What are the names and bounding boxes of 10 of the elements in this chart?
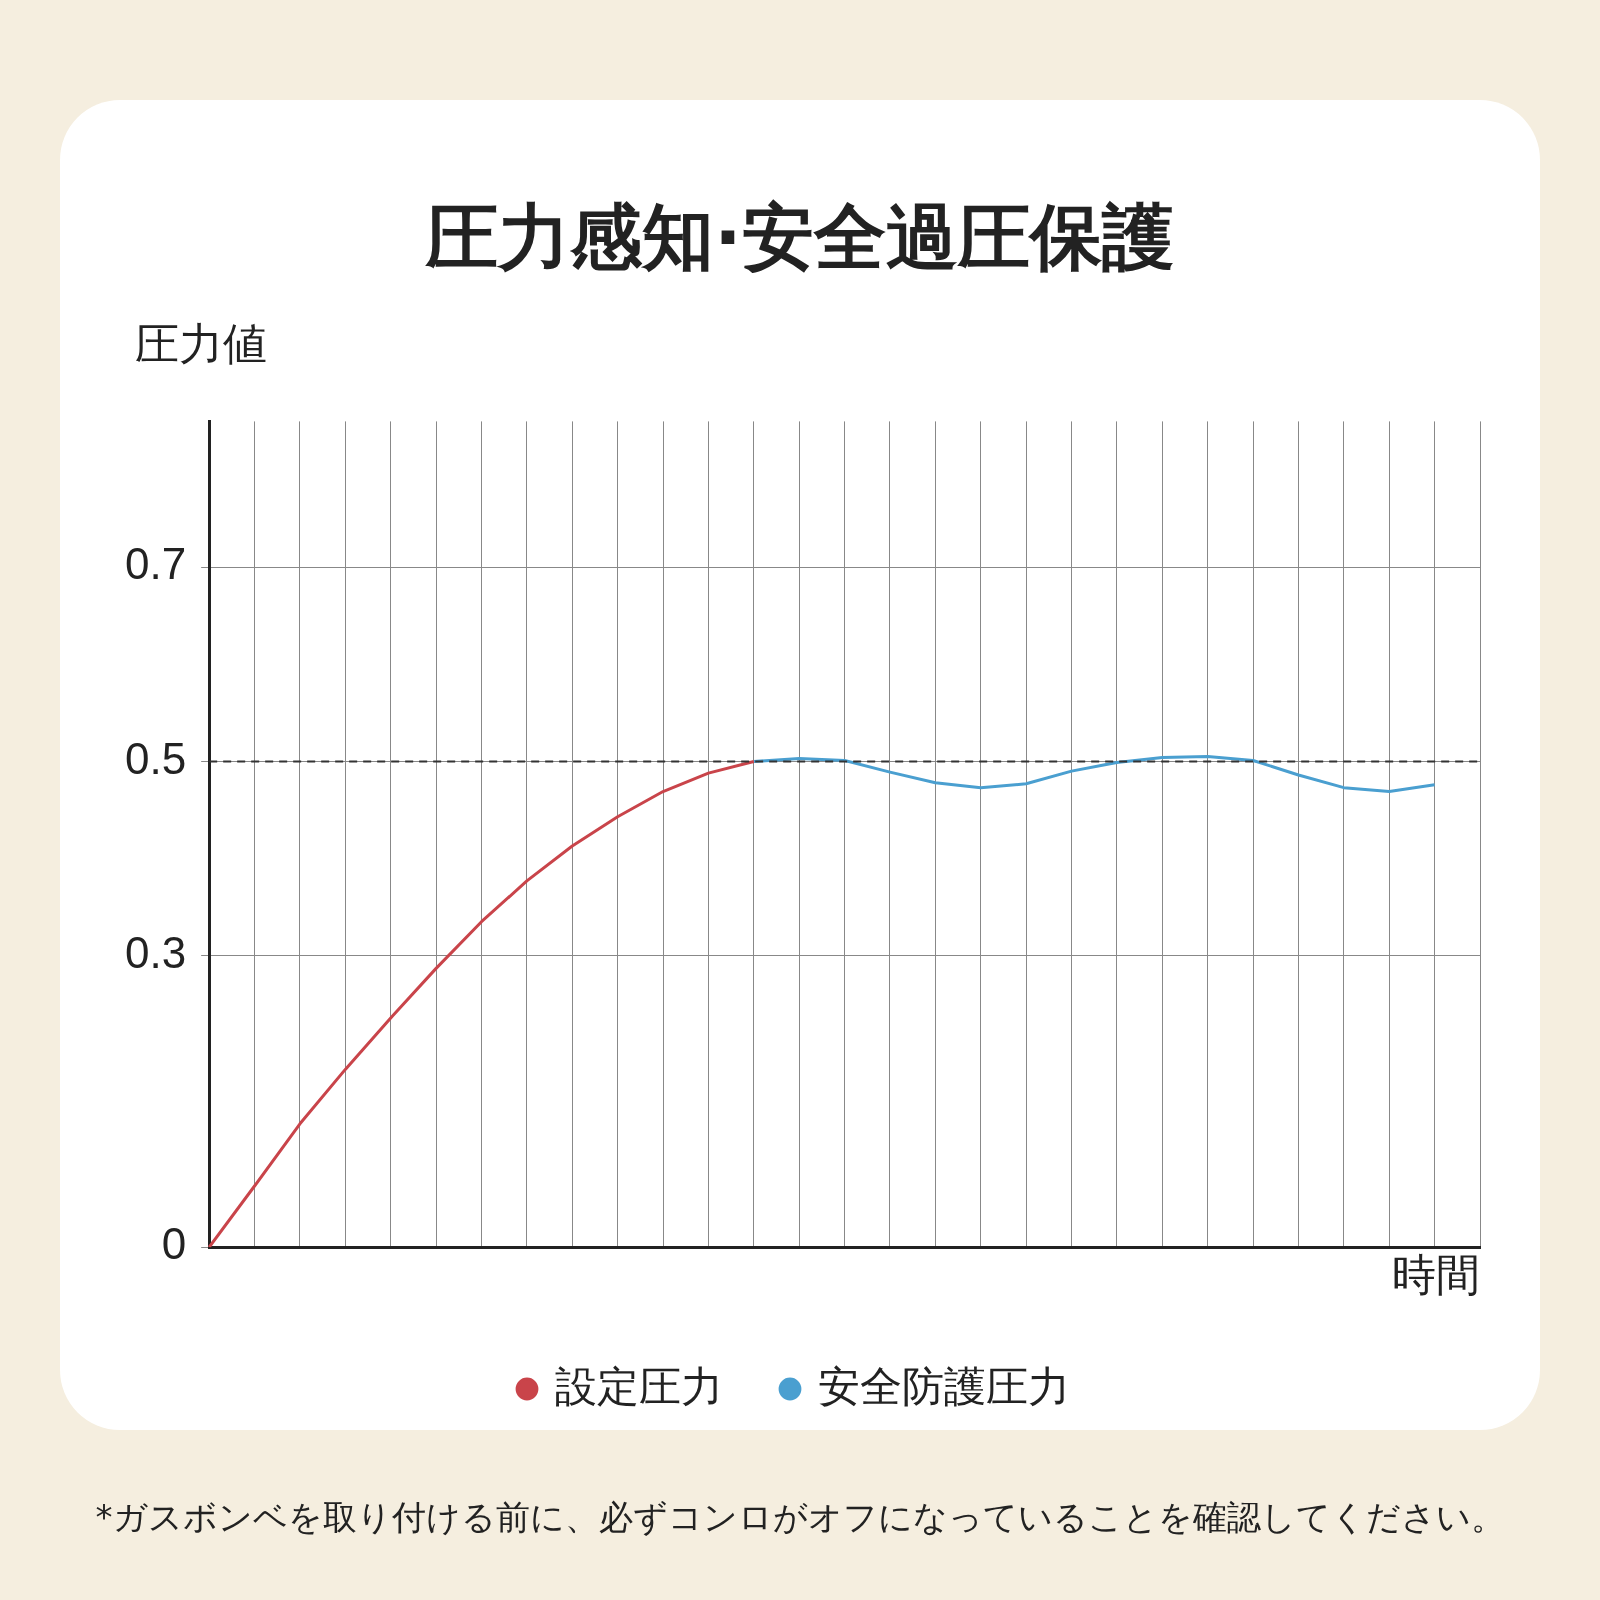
chart-title: 圧力感知·安全過圧保護 — [424, 194, 1175, 281]
text: *ガスボンベを取り付ける前に、必ずコンロがオフになっていることを確認してください。 — [94, 1496, 1506, 1539]
x-axis-title: 時間 — [1392, 1249, 1480, 1299]
y-axis-title: 圧力値 — [135, 317, 267, 371]
y-tick-label: 0.5 — [124, 733, 187, 783]
y-tick-label: 0.3 — [124, 927, 187, 977]
legend-label: 安全防護圧力 — [818, 1362, 1070, 1410]
legend-label: 設定圧力 — [555, 1362, 723, 1410]
y-tick-label: 0 — [161, 1219, 187, 1269]
y-tick-label: 0.7 — [124, 539, 187, 589]
